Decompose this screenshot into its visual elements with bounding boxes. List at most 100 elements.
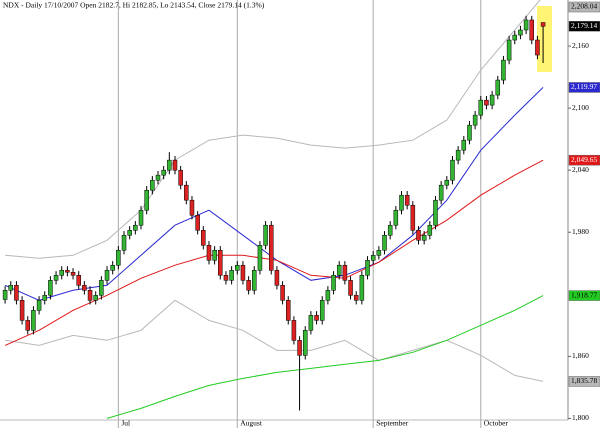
candle-body [495, 79, 501, 96]
candle-body [285, 300, 291, 321]
candle-body [189, 199, 195, 216]
candle-body [399, 194, 404, 211]
candle-body [155, 174, 161, 181]
candle-body [274, 270, 280, 286]
candle-body [291, 320, 297, 341]
candle-body [104, 270, 110, 281]
candle-body [2, 290, 8, 300]
candle-body [535, 39, 540, 56]
candle-body [218, 249, 223, 276]
candle-body [416, 230, 421, 241]
end-label: 2,049.65 [571, 155, 598, 164]
candle-body [252, 270, 257, 291]
y-tick-label: 1,860 [572, 351, 589, 360]
candle-body [76, 275, 81, 286]
x-tick-label: Jul [121, 419, 130, 428]
y-tick-label: 1,980 [572, 227, 589, 236]
candle-body [319, 300, 325, 321]
candle-body [269, 224, 274, 271]
value-box [568, 154, 600, 166]
candle-body [240, 264, 246, 281]
y-tick-label: 2,160 [572, 41, 589, 50]
candle-body [263, 224, 268, 246]
x-tick-label: August [240, 419, 263, 428]
candle-body [353, 295, 359, 301]
candle-body [450, 159, 455, 181]
candle-body [455, 149, 461, 161]
candle-body [161, 169, 166, 176]
end-label: 2,208.04 [571, 2, 598, 11]
candle-body [195, 215, 200, 231]
candle-body [518, 29, 523, 36]
candle-body [489, 94, 495, 106]
candle-body [206, 245, 212, 261]
candle-body [444, 179, 450, 186]
candle-body [302, 330, 308, 356]
candle-body [235, 264, 240, 271]
candle-body [433, 199, 438, 226]
value-box [568, 20, 600, 32]
indicator-line [5, 299, 544, 382]
candle-body [348, 280, 353, 296]
candle-body [438, 184, 444, 201]
candle-body [65, 270, 70, 273]
value-box [568, 82, 600, 93]
candle-body [70, 272, 76, 276]
candle-body [297, 340, 302, 356]
x-tick-label: October [484, 419, 509, 428]
end-label: 2,119.97 [571, 82, 597, 91]
end-label: 1,835.78 [571, 376, 598, 385]
candle-body [59, 270, 64, 276]
last-candle-highlight [537, 6, 552, 72]
candle-body [257, 245, 263, 271]
candle-body [184, 184, 189, 201]
indicator-line [4, 87, 544, 301]
candle-body [529, 19, 535, 41]
candle-body [172, 159, 178, 171]
candle-body [427, 224, 433, 236]
candle-body [540, 22, 546, 27]
value-box [568, 1, 600, 13]
value-box [568, 290, 600, 301]
candle-body [167, 159, 172, 171]
candle-body [99, 280, 104, 296]
candle-body [382, 234, 387, 251]
end-label: 1,918.77 [571, 290, 598, 299]
candle-body [82, 285, 87, 291]
candle-body [387, 224, 393, 236]
candle-body [87, 290, 93, 301]
candle-body [121, 234, 127, 251]
chart-title: NDX - Daily 17/10/2007 Open 2182.7, Hi 2… [3, 1, 265, 10]
candle-body [93, 295, 98, 301]
candle-body [421, 234, 427, 241]
candle-body [501, 59, 506, 81]
candle-body [523, 19, 529, 31]
value-box [568, 376, 600, 387]
candle-body [478, 99, 484, 116]
candle-body [410, 204, 416, 231]
candle-body [48, 280, 53, 296]
candle-body [36, 300, 42, 311]
close-label: 2,179.14 [571, 21, 598, 30]
candle-body [314, 315, 319, 321]
candle-body [42, 295, 47, 301]
candle-body [212, 249, 217, 261]
candle-body [246, 280, 251, 291]
y-tick-label: 2,040 [572, 165, 589, 174]
candle-body [223, 275, 229, 281]
candle-body [53, 275, 59, 281]
candle-body [127, 230, 132, 236]
candle-body [308, 315, 314, 331]
indicator-lines [4, 0, 544, 419]
candles [2, 15, 546, 411]
indicator-line [4, 159, 544, 346]
candle-body [201, 230, 206, 246]
candle-body [178, 169, 183, 186]
candle-body [359, 275, 365, 301]
candle-body [512, 34, 518, 41]
candle-body [472, 114, 478, 126]
candle-body [325, 290, 331, 301]
candle-body [8, 285, 14, 291]
candle-body [19, 300, 25, 321]
